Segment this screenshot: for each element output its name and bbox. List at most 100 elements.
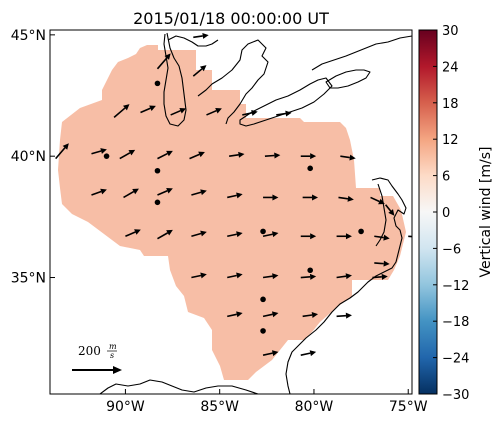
wind-vector: [408, 235, 412, 238]
scale-arrow: [72, 366, 122, 374]
station-marker: [154, 199, 161, 206]
map-title: 2015/01/18 00:00:00 UT: [133, 9, 329, 28]
wind-vector: [227, 231, 243, 238]
colorbar-tick-label: −12: [442, 279, 469, 294]
wind-vector: [189, 151, 205, 160]
lon-tick-label: 80°W: [295, 399, 334, 415]
wind-vector: [229, 151, 245, 158]
wind-vector: [384, 204, 395, 216]
wind-vector: [123, 188, 139, 199]
wind-vector: [302, 194, 319, 201]
colorbar: 30 24 18 12 6 0 −6 −12 −18 −24 −30 Vertical wind […: [418, 24, 494, 403]
wind-vector: [340, 154, 356, 161]
colorbar-tick-label: 6: [442, 170, 450, 185]
station-marker: [260, 328, 266, 334]
lat-tick-label: 45°N: [11, 28, 46, 44]
station-marker: [260, 228, 266, 235]
wind-vector: [338, 195, 354, 202]
colorbar-tick-label: 18: [442, 97, 459, 112]
wind-vector: [156, 53, 171, 70]
lon-tick-label: 85°W: [200, 399, 239, 415]
wind-vector: [370, 196, 385, 205]
lake-michigan-outline: [163, 32, 187, 127]
wind-vector: [276, 110, 292, 117]
scale-arrow-key: 200 m s: [72, 342, 122, 374]
gulf-coastline: [99, 379, 259, 394]
colorbar-tick-label: −24: [442, 352, 469, 367]
map-area: [50, 30, 412, 394]
wind-vector: [193, 32, 209, 39]
station-marker: [154, 80, 161, 87]
lake-superior-shore: [167, 35, 219, 47]
colorbar-label: Vertical wind [m/s]: [478, 147, 494, 278]
wind-vector: [125, 229, 141, 238]
wind-vector: [113, 104, 130, 118]
wind-vector: [191, 189, 207, 196]
colorbar-tick-label: −18: [442, 315, 469, 330]
chesapeake-bay-outline: [375, 183, 387, 247]
northeast-coastline: [311, 35, 412, 71]
lat-tick-label: 40°N: [11, 149, 46, 165]
wind-vector: [140, 105, 156, 114]
wind-vector: [262, 273, 279, 280]
wind-vector: [262, 350, 279, 357]
wind-vector: [302, 312, 319, 318]
wind-vector: [91, 188, 107, 196]
station-marker: [307, 165, 313, 172]
map-axes: 90°W 85°W 80°W 75°W 45°N 40°N 35°N: [11, 28, 428, 415]
colorbar-tick-label: 0: [442, 206, 450, 221]
wind-vector: [157, 150, 173, 160]
wind-vector: [336, 273, 352, 280]
colorbar-tick-label: −30: [442, 388, 469, 403]
map-frame: [49, 29, 413, 395]
colorbar-ticks: 30 24 18 12 6 0 −6 −12 −18 −24 −30: [433, 24, 469, 403]
station-markers: [103, 80, 364, 334]
coastlines: [99, 32, 412, 394]
lon-tick-label: 90°W: [106, 399, 145, 415]
wind-vector: [336, 312, 352, 319]
scale-arrow-unit-numerator: m: [109, 342, 117, 351]
wind-vector: [300, 153, 317, 160]
atlantic-coastline: [285, 177, 407, 394]
wind-vector: [227, 272, 243, 279]
wind-vector: [55, 143, 69, 160]
wind-vector: [191, 272, 207, 279]
wind-vector: [227, 192, 243, 199]
wind-vector: [374, 260, 390, 267]
lake-erie-outline: [239, 77, 333, 127]
station-marker: [260, 296, 266, 303]
wind-vector: [262, 311, 279, 318]
lon-tick-label: 75°W: [389, 399, 428, 415]
wind-vector: [170, 107, 187, 116]
wind-vector: [300, 273, 317, 280]
wind-vector: [119, 149, 136, 160]
vertical-wind-region: [58, 45, 406, 380]
station-marker: [358, 228, 364, 235]
wind-vector: [227, 311, 243, 318]
wind-vector: [192, 65, 207, 77]
wind-vector: [157, 229, 173, 240]
wind-vector: [191, 230, 207, 238]
lat-tick-label: 35°N: [11, 271, 46, 287]
wind-vector: [262, 231, 279, 238]
station-marker: [307, 267, 313, 274]
wind-vector: [372, 273, 388, 280]
scale-arrow-value: 200: [78, 344, 101, 358]
colorbar-tick-label: 30: [442, 24, 459, 39]
wind-vector: [300, 350, 317, 357]
wind-vectors: [55, 32, 412, 357]
colorbar-tick-label: 24: [442, 60, 459, 75]
wind-vector: [374, 234, 390, 241]
wind-vector: [242, 109, 258, 116]
wind-vector: [91, 148, 107, 155]
station-marker: [154, 167, 161, 174]
wind-vector: [157, 188, 173, 196]
scale-arrow-unit-denominator: s: [110, 351, 114, 360]
wind-vector: [206, 107, 222, 116]
wind-vector: [300, 233, 317, 240]
wind-vector: [336, 233, 352, 240]
colorbar-tick-label: 12: [442, 133, 459, 148]
wind-vector: [264, 152, 281, 159]
station-marker: [103, 153, 110, 159]
